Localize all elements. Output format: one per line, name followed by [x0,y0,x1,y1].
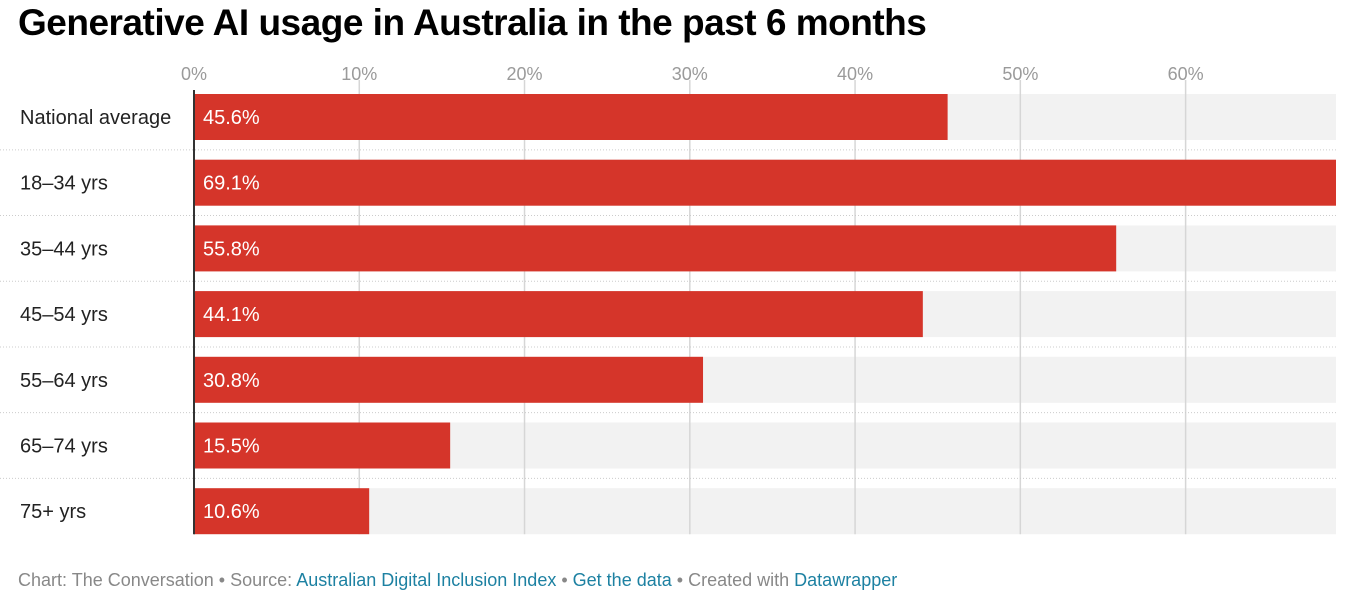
x-tick-label: 60% [1168,64,1204,84]
bar [194,291,923,338]
x-tick-label: 30% [672,64,708,84]
bar-value-label: 69.1% [203,173,260,195]
get-data-link[interactable]: Get the data [572,570,672,590]
category-label: 45–54 yrs [20,304,108,326]
bar-background-track [194,488,1336,535]
category-label: 18–34 yrs [20,173,108,195]
bar [194,356,704,403]
bar-value-label: 45.6% [203,107,260,129]
bar [194,225,1117,272]
bar [194,94,948,140]
category-label: 65–74 yrs [20,436,108,458]
datawrapper-link[interactable]: Datawrapper [794,570,898,590]
x-tick-label: 0% [181,64,207,84]
bar-value-label: 15.5% [203,436,260,458]
category-label: National average [20,107,171,129]
bar [194,488,370,535]
bar-value-label: 10.6% [203,501,260,523]
footer-separator: • [676,570,684,590]
footer-separator: • [561,570,568,590]
x-tick-label: 10% [341,64,377,84]
bar-chart: 0% 10% 20% 30% 40% 50% 60% National average 45.6… [0,64,1336,535]
x-tick-label: 20% [507,64,543,84]
bar-value-label: 30.8% [203,370,260,392]
bar-value-label: 44.1% [203,304,260,326]
chart-title: Generative AI usage in Australia in the … [18,2,927,43]
bar-value-label: 55.8% [203,238,260,260]
bar [194,159,1336,206]
chart-credit: Chart: The Conversation [18,570,214,590]
category-label: 35–44 yrs [20,238,108,260]
created-with-prefix: Created with [688,570,790,590]
category-label: 55–64 yrs [20,370,108,392]
chart-footer: Chart: The Conversation • Source: Austra… [18,570,897,591]
footer-separator: • [218,570,226,590]
x-tick-label: 40% [837,64,873,84]
source-prefix: Source: [230,570,293,590]
x-tick-label: 50% [1002,64,1038,84]
source-link[interactable]: Australian Digital Inclusion Index [296,570,557,590]
bar [194,422,451,469]
category-label: 75+ yrs [20,501,86,523]
